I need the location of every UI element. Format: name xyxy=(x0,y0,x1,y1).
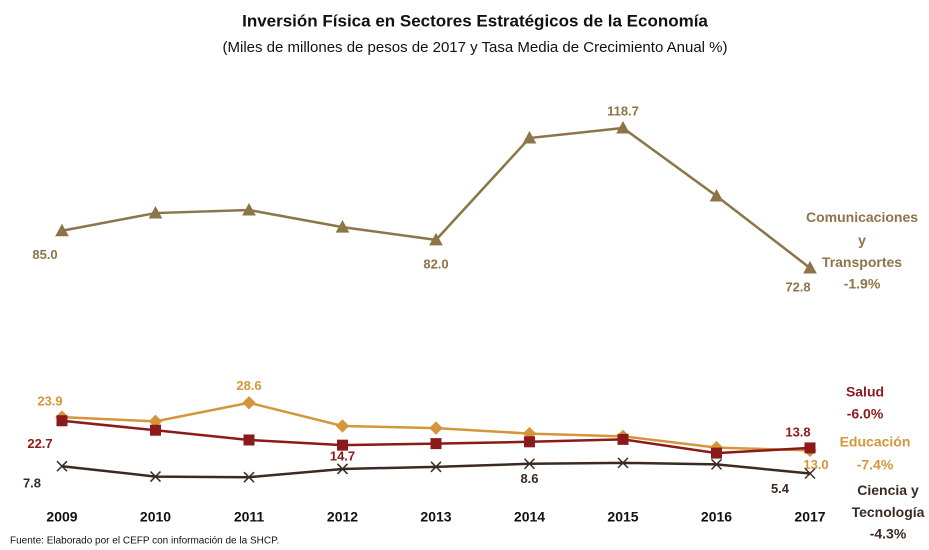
legend-rate: -4.3% xyxy=(870,526,907,542)
chart-title: Inversión Física en Sectores Estratégico… xyxy=(242,11,708,30)
data-label: 13.8 xyxy=(785,424,810,439)
marker xyxy=(429,421,443,435)
marker xyxy=(617,457,629,469)
data-label: 85.0 xyxy=(32,247,57,262)
marker xyxy=(243,471,255,483)
marker xyxy=(524,436,535,448)
legend-rate: -1.9% xyxy=(844,276,881,292)
marker xyxy=(803,260,817,274)
data-label: 23.9 xyxy=(37,394,62,409)
legend-rate: -7.4% xyxy=(857,457,894,473)
data-label: 22.7 xyxy=(27,436,52,451)
marker xyxy=(148,206,163,219)
data-label: 82.0 xyxy=(423,256,448,271)
data-label: 13.0 xyxy=(803,457,828,472)
marker xyxy=(150,424,161,436)
marker xyxy=(616,120,630,134)
marker xyxy=(710,458,723,470)
marker xyxy=(149,471,162,483)
x-tick-label: 2015 xyxy=(607,509,638,525)
marker xyxy=(335,419,350,433)
marker xyxy=(617,433,629,445)
data-label: 5.4 xyxy=(771,481,790,496)
legend-label: Ciencia y Tecnología xyxy=(852,482,925,520)
data-label: 7.8 xyxy=(23,476,41,491)
marker xyxy=(56,460,68,472)
marker xyxy=(711,447,722,459)
marker xyxy=(242,202,256,216)
x-tick-label: 2011 xyxy=(234,509,265,525)
marker xyxy=(804,442,816,454)
marker xyxy=(522,130,537,144)
marker xyxy=(335,220,350,233)
marker xyxy=(243,434,255,446)
source-note: Fuente: Elaborado por el CEFP con inform… xyxy=(10,536,279,547)
series-line xyxy=(61,461,811,479)
data-label: 14.7 xyxy=(330,449,355,464)
marker xyxy=(336,463,349,475)
marker xyxy=(242,396,256,410)
series-line xyxy=(61,126,811,269)
x-tick-label: 2016 xyxy=(701,509,732,525)
legend-rate: -6.0% xyxy=(847,406,884,422)
marker xyxy=(429,232,443,246)
marker xyxy=(523,458,536,470)
data-label: 118.7 xyxy=(607,103,639,118)
x-tick-label: 2012 xyxy=(327,509,358,525)
x-tick-label: 2010 xyxy=(140,509,171,525)
marker xyxy=(430,461,442,473)
legend-label: Comunicaciones y Transportes xyxy=(806,209,918,270)
data-label: 72.8 xyxy=(785,279,810,294)
marker xyxy=(804,467,816,480)
x-tick-label: 2014 xyxy=(514,509,545,525)
x-tick-label: 2017 xyxy=(794,509,825,525)
data-label: 8.6 xyxy=(520,471,538,486)
marker xyxy=(55,223,69,237)
x-tick-label: 2013 xyxy=(420,509,451,525)
marker xyxy=(56,415,68,427)
legend-label: Educación xyxy=(840,434,911,450)
marker xyxy=(709,188,724,202)
legend-label: Salud xyxy=(846,384,884,400)
marker xyxy=(337,439,348,451)
chart-subtitle: (Miles de millones de pesos de 2017 y Ta… xyxy=(223,39,728,56)
marker xyxy=(430,438,442,450)
data-label: 28.6 xyxy=(236,378,261,393)
x-tick-label: 2009 xyxy=(46,509,77,525)
